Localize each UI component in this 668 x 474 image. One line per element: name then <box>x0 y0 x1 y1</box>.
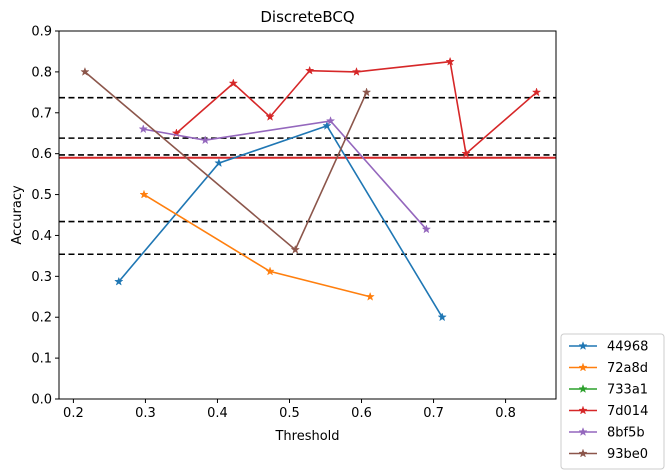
y-tick-label: 0.6 <box>31 147 52 162</box>
x-axis-label: Threshold <box>274 429 339 444</box>
x-tick-label: 0.5 <box>279 406 300 421</box>
y-tick-label: 0.1 <box>31 352 52 367</box>
x-tick-label: 0.8 <box>495 406 516 421</box>
legend-label: 8bf5b <box>607 426 645 441</box>
series-93be0 <box>80 66 372 254</box>
y-tick-label: 0.7 <box>31 106 52 121</box>
x-axis: 0.2 0.3 0.4 0.5 0.6 0.7 0.8 <box>63 399 516 421</box>
data-point <box>80 66 90 76</box>
y-tick-label: 0.5 <box>31 188 52 203</box>
series-44968 <box>114 120 447 322</box>
legend-label: 733a1 <box>607 383 648 398</box>
plot-frame <box>58 30 557 400</box>
series-layer <box>80 56 542 322</box>
series-line <box>143 120 427 230</box>
data-point <box>445 56 455 66</box>
legend-marker <box>578 448 588 458</box>
data-point <box>265 266 275 276</box>
series-8bf5b <box>138 116 432 234</box>
plot-background <box>59 31 556 399</box>
data-point <box>421 224 432 234</box>
x-tick-label: 0.3 <box>135 406 156 421</box>
data-point <box>228 78 239 88</box>
legend-marker <box>578 405 588 415</box>
legend-label: 93be0 <box>607 447 648 462</box>
data-point <box>290 244 300 254</box>
legend-label: 72a8d <box>607 361 648 376</box>
data-point <box>361 87 372 97</box>
y-axis: 0.0 0.1 0.2 0.3 0.4 0.5 0.6 0.7 0.8 0.9 <box>31 25 59 408</box>
x-tick-label: 0.4 <box>207 406 228 421</box>
series-line <box>175 60 538 156</box>
data-point <box>322 120 332 130</box>
data-point <box>200 135 210 145</box>
x-tick-label: 0.7 <box>423 406 444 421</box>
legend-label: 7d014 <box>607 404 648 419</box>
x-tick-label: 0.6 <box>351 406 372 421</box>
data-point <box>265 111 275 121</box>
data-point <box>139 189 149 199</box>
legend-marker <box>578 341 588 351</box>
data-point <box>114 276 124 286</box>
legend-label: 44968 <box>607 340 648 355</box>
data-point <box>437 312 447 322</box>
legend-marker <box>578 384 588 394</box>
series-72a8d <box>139 189 375 301</box>
legend-marker <box>578 427 588 437</box>
legend: 44968 72a8d 733a1 7d014 8bf5b 93be0 <box>560 333 665 470</box>
data-point <box>351 66 362 76</box>
y-tick-label: 0.9 <box>31 25 52 40</box>
data-point <box>138 124 148 134</box>
y-axis-label: Accuracy <box>10 185 25 245</box>
data-point <box>325 116 336 125</box>
series-line <box>118 124 443 318</box>
data-point <box>214 158 224 168</box>
y-tick-label: 0.2 <box>31 311 52 326</box>
chart-title: DiscreteBCQ <box>260 8 354 26</box>
x-tick-label: 0.2 <box>63 406 84 421</box>
y-tick-label: 0.0 <box>31 393 52 408</box>
data-point <box>531 87 542 97</box>
data-point <box>365 291 375 301</box>
y-tick-label: 0.4 <box>31 229 52 244</box>
legend-marker <box>578 362 588 372</box>
data-point <box>304 65 315 75</box>
data-point <box>461 148 471 158</box>
y-tick-label: 0.8 <box>31 65 52 80</box>
y-tick-label: 0.3 <box>31 270 52 285</box>
